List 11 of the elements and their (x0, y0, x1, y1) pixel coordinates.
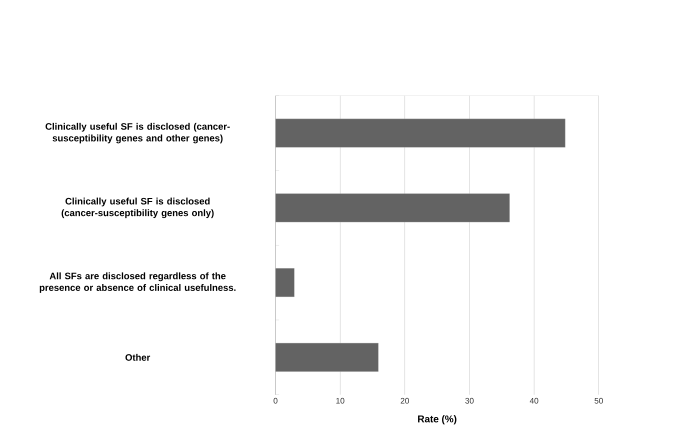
x-tick-label: 0 (274, 398, 278, 404)
y-tick-label: Other (125, 354, 150, 361)
x-tick-label: 50 (594, 398, 603, 404)
y-tick-label: All SFs are disclosed regardless of the presence or absence of clinical usefulness. (40, 272, 236, 293)
x-tick-label: 10 (336, 398, 344, 404)
x-tick-label: 30 (465, 398, 474, 404)
x-tick-label: 20 (400, 398, 409, 404)
y-tick-label: Clinically useful SF is disclosed (cancer-susceptibility genes and other genes) (46, 122, 230, 144)
y-tick-label: Clinically useful SF is disclosed (cancer-susceptibility genes only) (62, 197, 214, 218)
x-tick-label: 40 (530, 398, 538, 404)
x-axis-title: Rate (%) (418, 415, 456, 424)
